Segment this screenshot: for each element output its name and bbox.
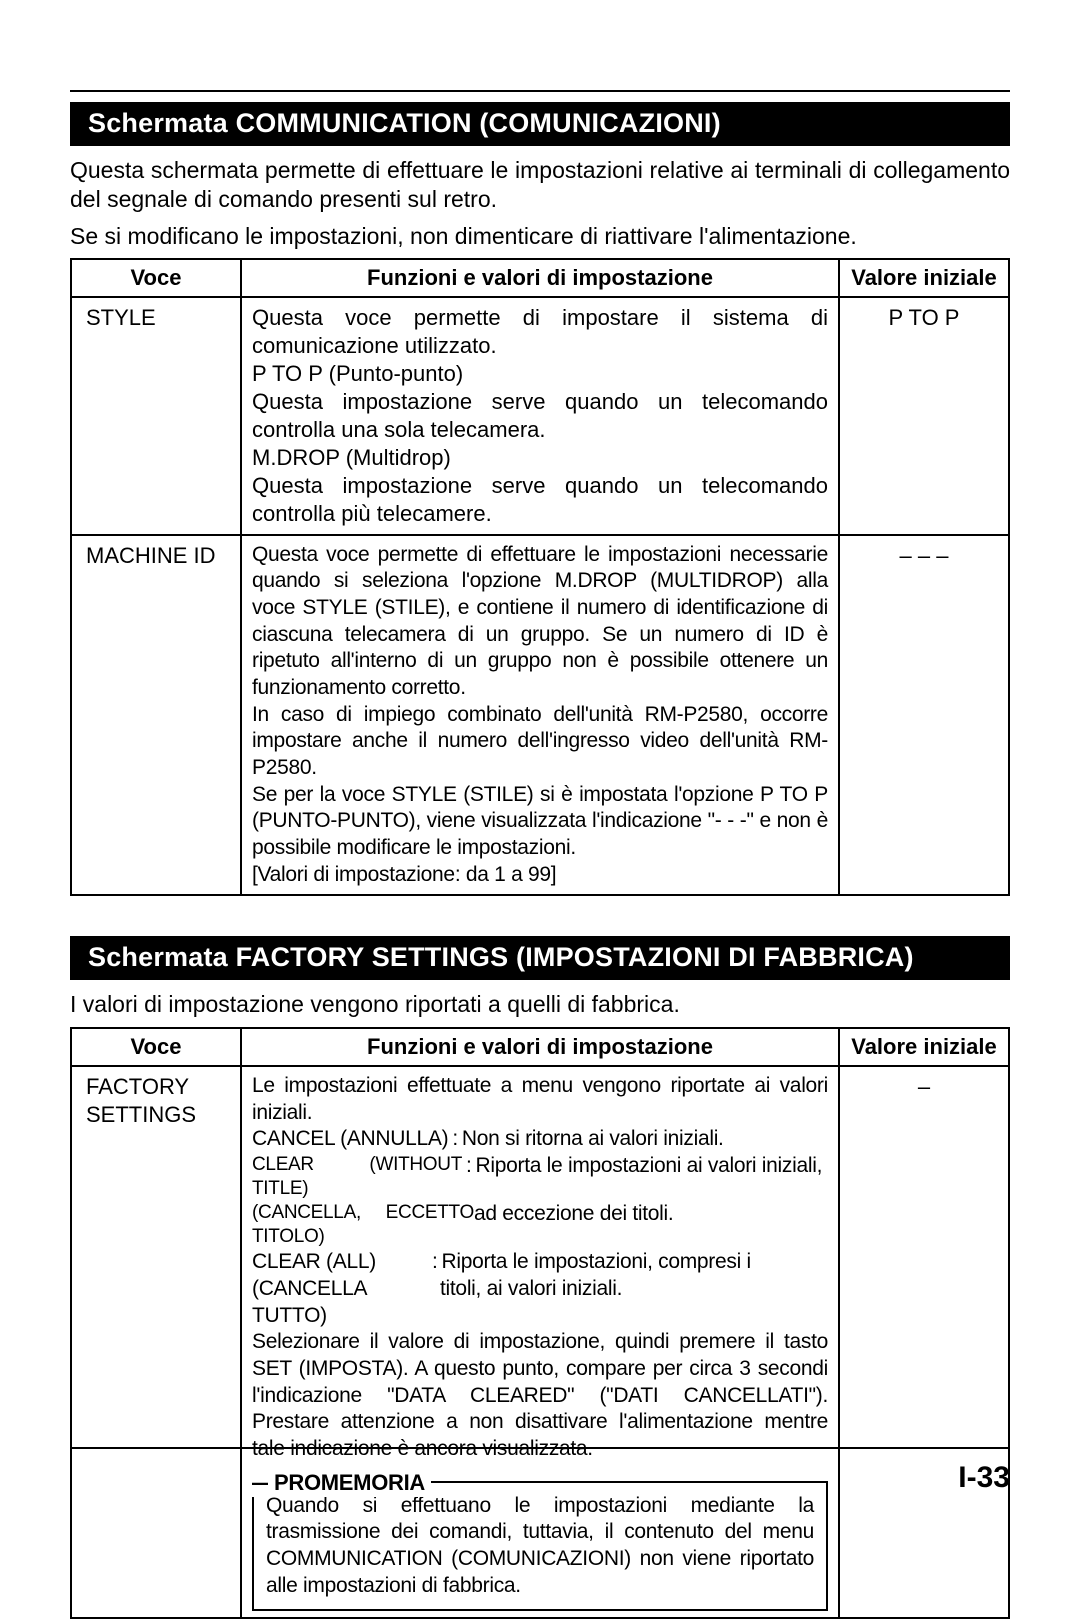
def-key: CANCEL (ANNULLA) (252, 1126, 448, 1153)
table-header-voce: Voce (71, 1028, 241, 1066)
def-key: CLEAR (WITHOUT TITLE) (252, 1153, 462, 1201)
text-line: Questa impostazione serve quando un tele… (252, 388, 828, 444)
table-row: MACHINE ID Questa voce permette di effet… (71, 535, 1009, 896)
page-number: I-33 (958, 1461, 1010, 1495)
cell-voce: STYLE (71, 297, 241, 535)
cell-funzioni: Questa voce permette di impostare il sis… (241, 297, 839, 535)
table-row: FACTORY SETTINGS Le impostazioni effettu… (71, 1066, 1009, 1618)
def-val: titoli, ai valori iniziali. (440, 1276, 828, 1329)
bottom-rule (70, 1447, 1010, 1449)
text-line: Selezionare il valore di impostazione, q… (252, 1329, 828, 1462)
factory-intro: I valori di impostazione vengono riporta… (70, 990, 1010, 1019)
def-row: (CANCELLA TUTTO) titoli, ai valori inizi… (252, 1276, 828, 1329)
text-line: Le impostazioni effettuate a menu vengon… (252, 1073, 828, 1126)
text-line: Questa voce permette di effettuare le im… (252, 542, 828, 702)
def-key: CLEAR (ALL) (252, 1249, 428, 1276)
communication-intro-1: Questa schermata permette di effettuare … (70, 156, 1010, 214)
text-line: M.DROP (Multidrop) (252, 444, 828, 472)
text-line: SETTINGS (86, 1101, 230, 1129)
communication-table: Voce Funzioni e valori di impostazione V… (70, 258, 1010, 896)
table-header-voce: Voce (71, 259, 241, 297)
def-key: (CANCELLA TUTTO) (252, 1276, 440, 1329)
text-line: P TO P (Punto-punto) (252, 360, 828, 388)
cell-iniziale: – – – (839, 535, 1009, 896)
def-key: (CANCELLA, ECCETTO TITOLO) (252, 1201, 474, 1249)
def-val: Non si ritorna ai valori iniziali. (462, 1126, 828, 1153)
factory-table: Voce Funzioni e valori di impostazione V… (70, 1027, 1010, 1619)
def-val: Riporta le impostazioni ai valori inizia… (476, 1153, 828, 1201)
promemoria-box: — PROMEMORIA Quando si effettuano le imp… (252, 1481, 828, 1612)
def-val: Riporta le impostazioni, compresi i (442, 1249, 828, 1276)
def-colon: : (428, 1249, 442, 1276)
text-line: [Valori di impostazione: da 1 a 99] (252, 862, 828, 889)
def-row: CANCEL (ANNULLA) : Non si ritorna ai val… (252, 1126, 828, 1153)
cell-voce: MACHINE ID (71, 535, 241, 896)
def-row: (CANCELLA, ECCETTO TITOLO) ad eccezione … (252, 1201, 828, 1249)
text-line: FACTORY (86, 1073, 230, 1101)
table-header-iniziale: Valore iniziale (839, 1028, 1009, 1066)
cell-funzioni: Le impostazioni effettuate a menu vengon… (241, 1066, 839, 1618)
def-row: CLEAR (WITHOUT TITLE) : Riporta le impos… (252, 1153, 828, 1201)
table-header-iniziale: Valore iniziale (839, 259, 1009, 297)
section-header-communication: Schermata COMMUNICATION (COMUNICAZIONI) (70, 102, 1010, 146)
promemoria-body: Quando si effettuano le impostazioni med… (266, 1493, 814, 1600)
section-header-factory: Schermata FACTORY SETTINGS (IMPOSTAZIONI… (70, 936, 1010, 980)
communication-intro-2: Se si modificano le impostazioni, non di… (70, 222, 1010, 251)
text-line: In caso di impiego combinato dell'unità … (252, 702, 828, 782)
cell-voce: FACTORY SETTINGS (71, 1066, 241, 1618)
def-colon: : (448, 1126, 462, 1153)
cell-iniziale: P TO P (839, 297, 1009, 535)
table-header-funzioni: Funzioni e valori di impostazione (241, 259, 839, 297)
table-row: STYLE Questa voce permette di impostare … (71, 297, 1009, 535)
text-line: Questa voce permette di impostare il sis… (252, 304, 828, 360)
promemoria-title: PROMEMORIA (268, 1469, 431, 1497)
table-header-funzioni: Funzioni e valori di impostazione (241, 1028, 839, 1066)
def-val: ad eccezione dei titoli. (474, 1201, 828, 1249)
cell-iniziale: – (839, 1066, 1009, 1618)
def-row: CLEAR (ALL) : Riporta le impostazioni, c… (252, 1249, 828, 1276)
text-line: Questa impostazione serve quando un tele… (252, 472, 828, 528)
cell-funzioni: Questa voce permette di effettuare le im… (241, 535, 839, 896)
def-colon: : (462, 1153, 476, 1201)
top-rule (70, 90, 1010, 92)
section-spacer (70, 896, 1010, 936)
text-line: Se per la voce STYLE (STILE) si è impost… (252, 782, 828, 862)
